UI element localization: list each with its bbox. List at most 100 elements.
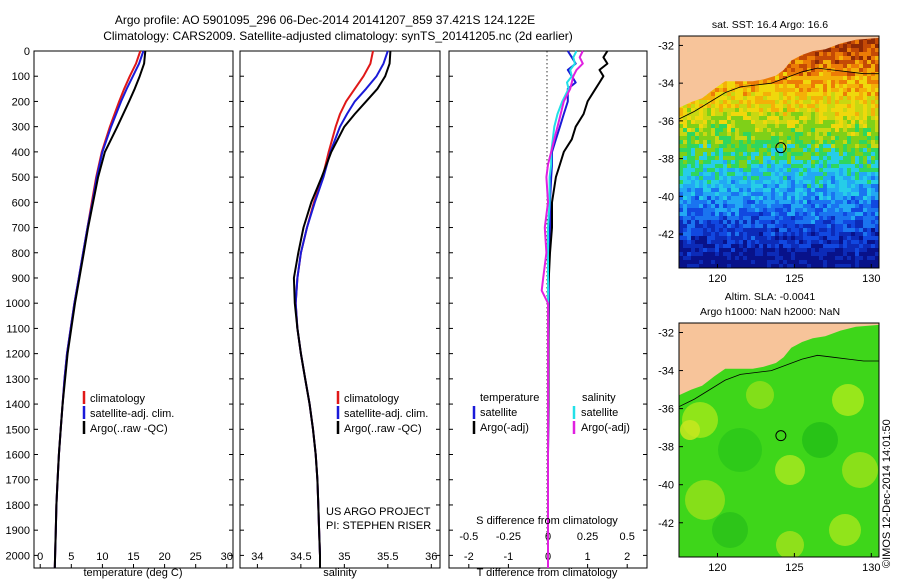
sst-cell <box>807 176 811 180</box>
sst-cell <box>679 128 683 132</box>
sst-cell <box>827 136 831 140</box>
sst-cell <box>759 80 763 84</box>
sst-cell <box>715 228 719 232</box>
sst-cell <box>819 148 823 152</box>
sst-map-frame <box>678 35 880 269</box>
sst-cell <box>819 192 823 196</box>
sst-cell <box>723 88 727 92</box>
sst-cell <box>763 216 767 220</box>
sst-cell <box>815 196 819 200</box>
sst-cell <box>819 76 823 80</box>
sst-cell <box>751 264 755 268</box>
sst-cell <box>863 244 867 248</box>
sst-cell <box>747 252 751 256</box>
sst-cell <box>731 216 735 220</box>
sst-cell <box>707 168 711 172</box>
sst-cell <box>759 224 763 228</box>
sst-cell <box>691 208 695 212</box>
sst-cell <box>719 244 723 248</box>
sst-cell <box>711 220 715 224</box>
sst-cell <box>755 136 759 140</box>
sst-cell <box>815 112 819 116</box>
sst-cell <box>743 92 747 96</box>
sst-cell <box>751 164 755 168</box>
sst-cell <box>755 116 759 120</box>
sst-cell <box>799 152 803 156</box>
sst-cell <box>699 140 703 144</box>
sst-cell <box>843 200 847 204</box>
sst-cell <box>719 124 723 128</box>
sst-cell <box>811 232 815 236</box>
sst-cell <box>811 92 815 96</box>
sst-cell <box>807 264 811 268</box>
sst-cell <box>755 148 759 152</box>
sst-cell <box>727 236 731 240</box>
sst-cell <box>783 264 787 268</box>
sst-cell <box>687 124 691 128</box>
sst-cell <box>727 172 731 176</box>
sst-cell <box>787 248 791 252</box>
sst-cell <box>775 156 779 160</box>
sst-cell <box>707 128 711 132</box>
sst-cell <box>775 192 779 196</box>
sst-cell <box>807 244 811 248</box>
sst-cell <box>867 168 871 172</box>
sst-cell <box>691 252 695 256</box>
sst-cell <box>819 240 823 244</box>
sst-cell <box>679 120 683 124</box>
sst-cell <box>835 208 839 212</box>
sst-cell <box>863 60 867 64</box>
x-tick-label: 1 <box>585 551 591 563</box>
sst-cell <box>707 108 711 112</box>
sst-cell <box>755 104 759 108</box>
sst-cell <box>703 104 707 108</box>
sst-cell <box>823 256 827 260</box>
sst-cell <box>851 260 855 264</box>
sst-cell <box>859 60 863 64</box>
sst-cell <box>859 48 863 52</box>
sst-cell <box>819 80 823 84</box>
sst-cell <box>715 184 719 188</box>
sst-cell <box>783 112 787 116</box>
sst-cell <box>815 52 819 56</box>
sst-cell <box>823 200 827 204</box>
sst-cell <box>855 112 859 116</box>
sst-cell <box>707 200 711 204</box>
sst-cell <box>807 200 811 204</box>
sst-cell <box>723 136 727 140</box>
sst-cell <box>839 60 843 64</box>
sst-cell <box>723 120 727 124</box>
sst-cell <box>719 136 723 140</box>
sst-cell <box>695 248 699 252</box>
sst-cell <box>707 264 711 268</box>
sst-cell <box>747 228 751 232</box>
sst-cell <box>867 140 871 144</box>
sst-cell <box>699 136 703 140</box>
sst-cell <box>827 128 831 132</box>
sst-cell <box>687 228 691 232</box>
sst-cell <box>679 140 683 144</box>
sst-cell <box>699 132 703 136</box>
sst-cell <box>799 68 803 72</box>
sst-cell <box>751 256 755 260</box>
sst-cell <box>827 140 831 144</box>
sst-cell <box>807 72 811 76</box>
sst-cell <box>859 228 863 232</box>
sst-cell <box>751 260 755 264</box>
sst-cell <box>731 152 735 156</box>
legend-label-t-argo: Argo(-adj) <box>480 422 529 434</box>
sst-cell <box>711 108 715 112</box>
sst-cell <box>819 164 823 168</box>
sst-cell <box>739 88 743 92</box>
sst-cell <box>859 196 863 200</box>
sst-cell <box>875 240 879 244</box>
sst-cell <box>731 120 735 124</box>
sst-cell <box>871 44 875 48</box>
sst-cell <box>843 92 847 96</box>
sst-cell <box>695 152 699 156</box>
sst-cell <box>751 148 755 152</box>
sst-cell <box>775 256 779 260</box>
sst-cell <box>827 48 831 52</box>
sst-cell <box>723 96 727 100</box>
sst-cell <box>855 140 859 144</box>
